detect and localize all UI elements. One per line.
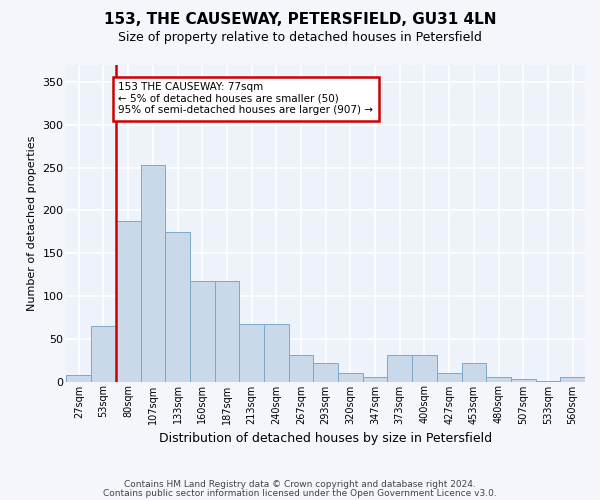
Text: Contains public sector information licensed under the Open Government Licence v3: Contains public sector information licen… (103, 488, 497, 498)
Bar (363, 377, 388, 382)
Bar (536, 380, 560, 382)
Bar (190, 280, 215, 382)
Bar (140, 165, 165, 382)
Text: 153, THE CAUSEWAY, PETERSFIELD, GU31 4LN: 153, THE CAUSEWAY, PETERSFIELD, GU31 4LN (104, 12, 496, 28)
Bar (313, 362, 338, 382)
Bar (239, 324, 264, 382)
Bar (215, 280, 239, 382)
Bar (560, 377, 585, 382)
Text: Size of property relative to detached houses in Petersfield: Size of property relative to detached ho… (118, 31, 482, 44)
X-axis label: Distribution of detached houses by size in Petersfield: Distribution of detached houses by size … (159, 432, 492, 445)
Bar (388, 355, 412, 382)
Bar (338, 373, 363, 382)
Bar (511, 379, 536, 382)
Bar (486, 377, 511, 382)
Bar (165, 232, 190, 382)
Text: 153 THE CAUSEWAY: 77sqm
← 5% of detached houses are smaller (50)
95% of semi-det: 153 THE CAUSEWAY: 77sqm ← 5% of detached… (118, 82, 373, 116)
Bar (289, 355, 313, 382)
Text: Contains HM Land Registry data © Crown copyright and database right 2024.: Contains HM Land Registry data © Crown c… (124, 480, 476, 489)
Bar (461, 362, 486, 382)
Bar (91, 326, 116, 382)
Bar (264, 324, 289, 382)
Bar (116, 220, 140, 382)
Bar (437, 373, 461, 382)
Bar (412, 355, 437, 382)
Y-axis label: Number of detached properties: Number of detached properties (27, 136, 37, 311)
Bar (67, 374, 91, 382)
